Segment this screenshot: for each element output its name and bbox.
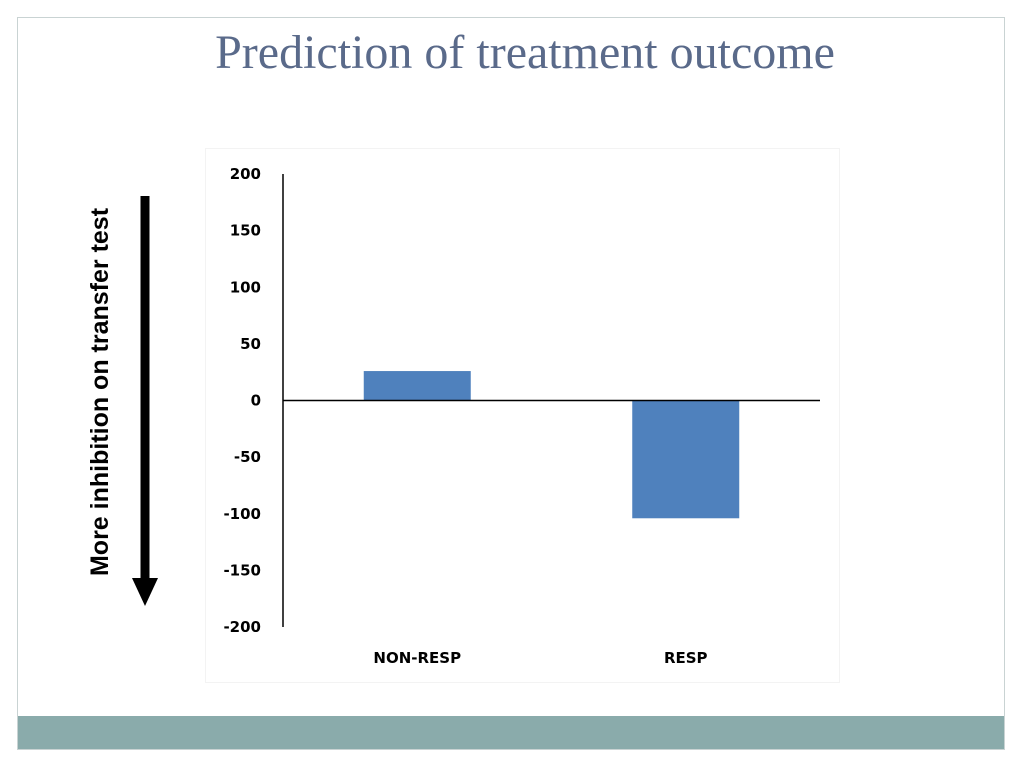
y-tick-label: -100: [223, 505, 261, 523]
bar-resp: [632, 400, 740, 519]
y-tick-label: -150: [223, 561, 261, 579]
y-tick-label: 0: [251, 392, 261, 410]
y-tick-label: 200: [230, 165, 261, 183]
slide-frame: [17, 17, 1005, 750]
y-tick-label: 150: [230, 222, 261, 240]
bar-non-resp: [363, 371, 471, 401]
down-arrow-head: [132, 578, 158, 606]
side-label: More inhibition on transfer test: [86, 207, 114, 576]
y-tick-label: 100: [230, 278, 261, 296]
y-tick-label: 50: [240, 335, 261, 353]
y-tick-label: -200: [223, 618, 261, 636]
category-label: NON-RESP: [373, 649, 461, 667]
category-label: RESP: [664, 649, 708, 667]
y-tick-label: -50: [234, 448, 261, 466]
footer-band: [18, 716, 1004, 749]
slide-title: Prediction of treatment outcome: [215, 26, 835, 79]
